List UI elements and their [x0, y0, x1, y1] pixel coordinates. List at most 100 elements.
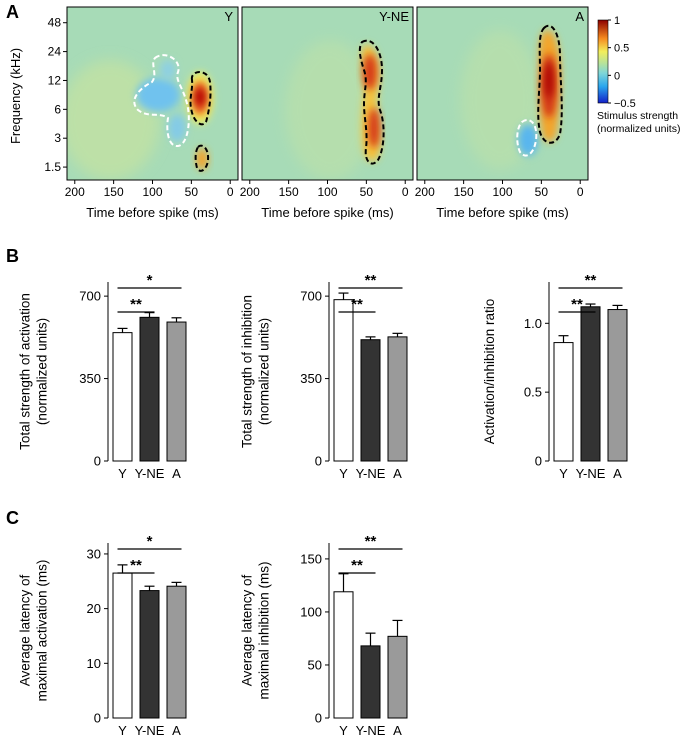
colorbar: 1 0.5 0 −0.5 Stimulus strength (normalized …	[597, 15, 680, 135]
heatmap-x-axis-tick-label: 200	[415, 185, 435, 199]
bar-category-label: A	[172, 723, 181, 738]
bar-chart-y-label: Total strength of inhibition	[240, 295, 255, 448]
bar-y-ne	[360, 339, 381, 462]
significance-marker: **	[365, 533, 377, 550]
heatmap-a-activation-contour	[537, 24, 563, 144]
bar-category-label: A	[613, 466, 622, 481]
bar-chart-y-tick-label: 350	[300, 371, 322, 386]
bar-category-label: Y	[559, 466, 568, 481]
heatmap-y-activation-peak	[195, 88, 205, 106]
panel-label-b: B	[6, 246, 19, 266]
bar-category-label: Y-NE	[576, 466, 606, 481]
heatmap-y-ne: Y-NE	[241, 6, 414, 181]
heatmap-a: A	[416, 6, 589, 181]
bar-chart-y-tick-label: 1.0	[524, 316, 542, 331]
bar-a	[166, 585, 187, 719]
colorbar-tick-label: 0.5	[614, 43, 629, 55]
bar-chart-y-tick-label: 0	[535, 454, 542, 469]
colorbar-label-line1: Stimulus strength	[597, 110, 678, 122]
panel-label-c: C	[6, 508, 19, 528]
bar-chart-y-tick-label: 50	[308, 657, 322, 672]
heatmap-y: Y	[66, 6, 239, 181]
colorbar-tick-label: 0	[614, 70, 620, 82]
bar-chart-6: Activation/inhibition ratio 0 0.5 1.0 Y Y-NE A…	[482, 272, 628, 481]
bar-category-label: Y-NE	[356, 466, 386, 481]
heatmap-x-axis-tick-label: 0	[227, 185, 234, 199]
bar-chart-y-label: Average latency of	[240, 574, 255, 686]
heatmap-x-axis-tick-label: 0	[402, 185, 409, 199]
bar-category-label: Y-NE	[135, 723, 165, 738]
bar-category-label: Y	[339, 466, 348, 481]
heatmap-x-axis-tick-label: 50	[185, 185, 199, 199]
heatmap-y-warm-band	[67, 60, 160, 180]
bar-category-label: Y	[118, 723, 127, 738]
heatmap-y-inhibition-region	[136, 78, 180, 112]
heatmap-y-axis-tick-label: 1.5	[44, 160, 61, 174]
heatmap-x-axis-tick-label: 100	[142, 185, 162, 199]
bar-y	[333, 591, 354, 719]
heatmap-y-axis-tick-label: 12	[48, 73, 62, 87]
bar-chart-y-tick-label: 700	[79, 289, 101, 304]
bar-chart-y-label: Activation/inhibition ratio	[482, 299, 497, 445]
bar-chart-y-tick-label: 30	[87, 546, 101, 561]
significance-marker: **	[365, 272, 377, 289]
bar-category-label: Y	[339, 723, 348, 738]
bar-chart-y-label: (normalized units)	[257, 318, 272, 425]
heatmap-a-activation-peak	[545, 62, 553, 98]
panel-label-a: A	[6, 2, 19, 22]
bar-y-ne	[580, 306, 601, 462]
heatmap-x-axis-tick-label: 200	[65, 185, 85, 199]
heatmap-x-axis-tick-label: 50	[360, 185, 374, 199]
heatmap-x-axis-tick-label: 100	[317, 185, 337, 199]
bar-chart-y-tick-label: 150	[300, 551, 322, 566]
bar-chart-y-tick-label: 0.5	[524, 385, 542, 400]
bar-chart-y-tick-label: 0	[315, 454, 322, 469]
bar-chart-y-tick-label: 100	[300, 604, 322, 619]
bar-category-label: Y-NE	[356, 723, 386, 738]
heatmap-y-axis: Frequency (kHz) 48 24 12 6 3 1.5	[8, 16, 67, 174]
bar-y	[112, 332, 133, 462]
heatmap-x-axis-tick-label: 150	[454, 185, 474, 199]
bar-category-label: A	[393, 723, 402, 738]
bar-category-label: A	[393, 466, 402, 481]
bar-a	[166, 321, 187, 462]
bar-y	[112, 572, 133, 719]
heatmap-x-axis-tick-label: 0	[577, 185, 584, 199]
significance-marker: **	[130, 296, 142, 313]
heatmap-y-ne-activation-core	[368, 108, 380, 148]
bar-chart-4: Total strength of activation (normalized …	[18, 272, 187, 481]
bar-chart-5: Total strength of inhibition (normalized …	[240, 272, 408, 481]
significance-marker: *	[147, 533, 153, 550]
significance-marker: **	[351, 296, 363, 313]
heatmap-y-ne-title: Y-NE	[379, 9, 409, 24]
heatmap-a-inhibition-region	[518, 124, 538, 156]
bar-chart-y-label: maximal inhibition (ms)	[257, 561, 272, 699]
significance-marker: **	[571, 296, 583, 313]
bar-y-ne	[139, 590, 160, 719]
heatmap-x-axis-tick-label: 100	[492, 185, 512, 199]
bar-chart-8: Average latency of maximal inhibition (ms…	[240, 533, 408, 738]
bar-chart-y-label: Total strength of activation	[18, 293, 33, 450]
heatmap-x-axis-label: Time before spike (ms)	[436, 205, 568, 220]
bar-chart-y-tick-label: 0	[94, 711, 101, 726]
heatmap-y-axis-label: Frequency (kHz)	[8, 48, 23, 144]
significance-marker: **	[351, 557, 363, 574]
colorbar-gradient	[597, 19, 609, 104]
colorbar-tick-label: 1	[614, 15, 620, 27]
heatmap-x-axis-label: Time before spike (ms)	[261, 205, 393, 220]
colorbar-label-line2: (normalized units)	[597, 123, 680, 135]
heatmap-y-ne-warm-band	[285, 40, 375, 180]
heatmap-y-activation-low	[196, 148, 208, 170]
heatmap-x-axis-tick-label: 150	[279, 185, 299, 199]
heatmap-y-inhibition-region	[160, 60, 176, 80]
bar-chart-7: Average latency of maximal activation (ms…	[18, 533, 187, 738]
heatmap-y-inhibition-region	[168, 114, 186, 142]
bar-a	[607, 309, 628, 462]
heatmap-a-inhibition-contour	[516, 119, 538, 157]
heatmap-x-axis-label: Time before spike (ms)	[86, 205, 218, 220]
bar-category-label: Y	[118, 466, 127, 481]
bar-chart-y-label: maximal activation (ms)	[35, 560, 50, 702]
bar-chart-y-tick-label: 700	[300, 289, 322, 304]
heatmap-y-axis-tick-label: 6	[54, 102, 61, 116]
